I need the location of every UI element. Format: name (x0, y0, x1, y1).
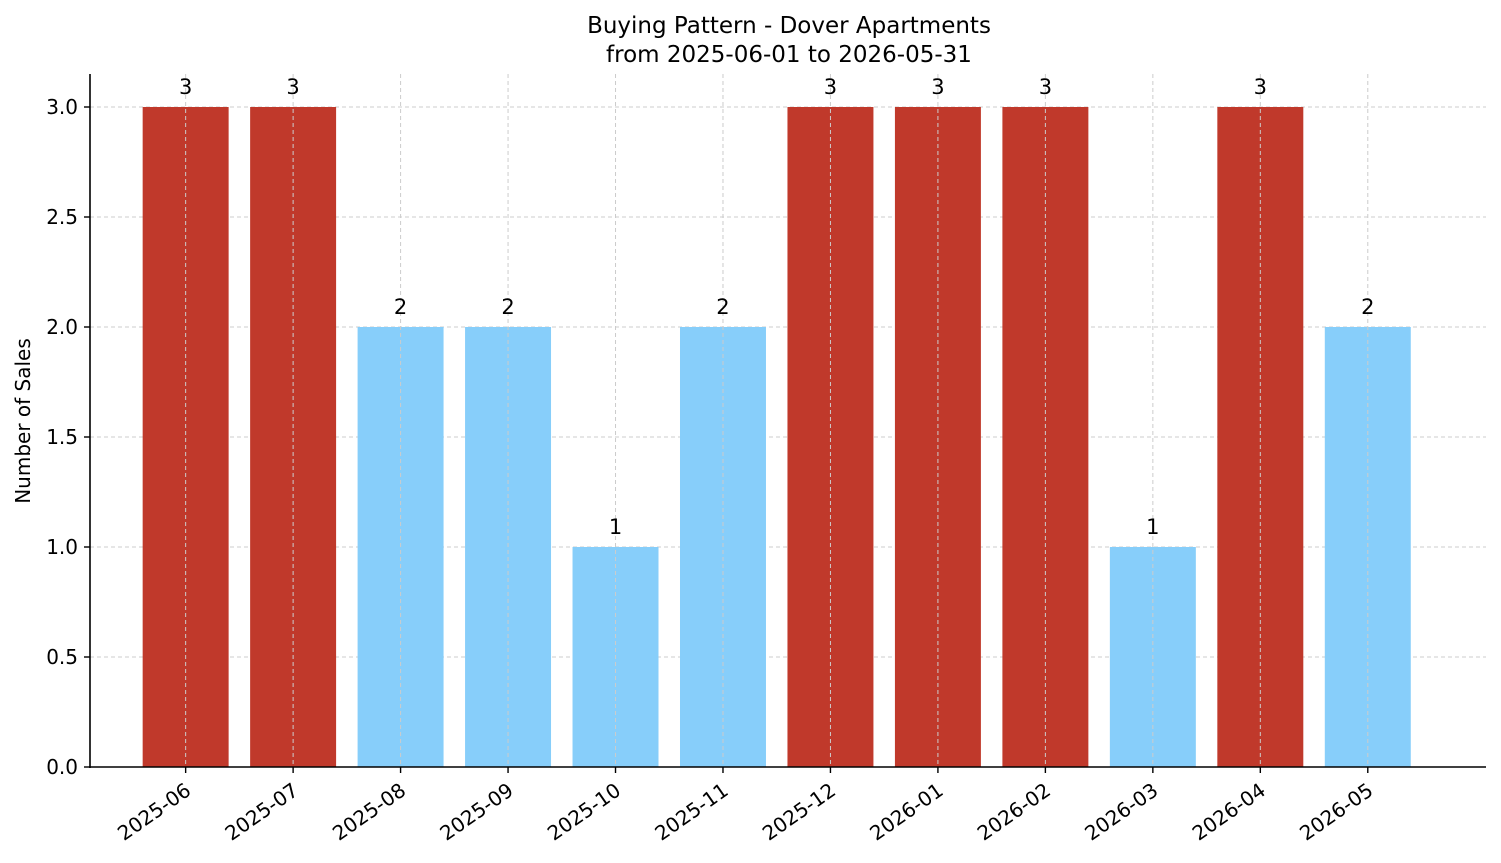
chart-subtitle: from 2025-06-01 to 2026-05-31 (606, 42, 972, 68)
bar-value-label: 2 (394, 295, 407, 319)
x-tick-label: 2025-11 (650, 778, 732, 846)
x-tick-label: 2025-10 (543, 778, 625, 846)
y-tick-label: 1.5 (46, 425, 78, 449)
bar-value-label: 1 (1146, 515, 1159, 539)
y-tick-label: 2.5 (46, 205, 78, 229)
x-tick-label: 2026-05 (1295, 778, 1377, 846)
y-tick-label: 2.0 (46, 315, 78, 339)
bar-value-label: 3 (1254, 75, 1267, 99)
bar-value-label: 3 (824, 75, 837, 99)
bar (1002, 107, 1089, 767)
vertical-grid-layer (185, 74, 1369, 767)
label-layer: 3 3 2 2 1 2 3 3 3 1 3 2 (179, 75, 1375, 539)
bar-value-label: 2 (1361, 295, 1374, 319)
x-tick-label: 2026-01 (865, 778, 947, 846)
bar (787, 107, 874, 767)
bar-value-label: 2 (501, 295, 514, 319)
bar-value-label: 1 (609, 515, 622, 539)
y-tick-label: 0.5 (46, 645, 78, 669)
x-tick-label: 2025-06 (113, 778, 195, 846)
chart-title: Buying Pattern - Dover Apartments (587, 13, 991, 39)
y-tick-label: 1.0 (46, 535, 78, 559)
x-tick-label: 2025-08 (328, 778, 410, 846)
x-tick-label: 2026-04 (1188, 778, 1270, 846)
bar-value-label: 3 (179, 75, 192, 99)
x-tick-label: 2026-02 (973, 778, 1055, 846)
x-tick-label: 2025-09 (435, 778, 517, 846)
bar (142, 107, 229, 767)
bar (250, 107, 337, 767)
bar-value-label: 3 (931, 75, 944, 99)
x-tick-label: 2025-12 (758, 778, 840, 846)
y-tick-label: 0.0 (46, 755, 78, 779)
bar (1217, 107, 1304, 767)
bar (894, 107, 981, 767)
bar-value-label: 3 (286, 75, 299, 99)
x-tick-label: 2025-07 (220, 778, 302, 846)
y-tick-label: 3.0 (46, 95, 78, 119)
y-axis-label: Number of Sales (11, 338, 35, 504)
x-tick-label: 2026-03 (1080, 778, 1162, 846)
bar-value-label: 3 (1039, 75, 1052, 99)
bar-value-label: 2 (716, 295, 729, 319)
